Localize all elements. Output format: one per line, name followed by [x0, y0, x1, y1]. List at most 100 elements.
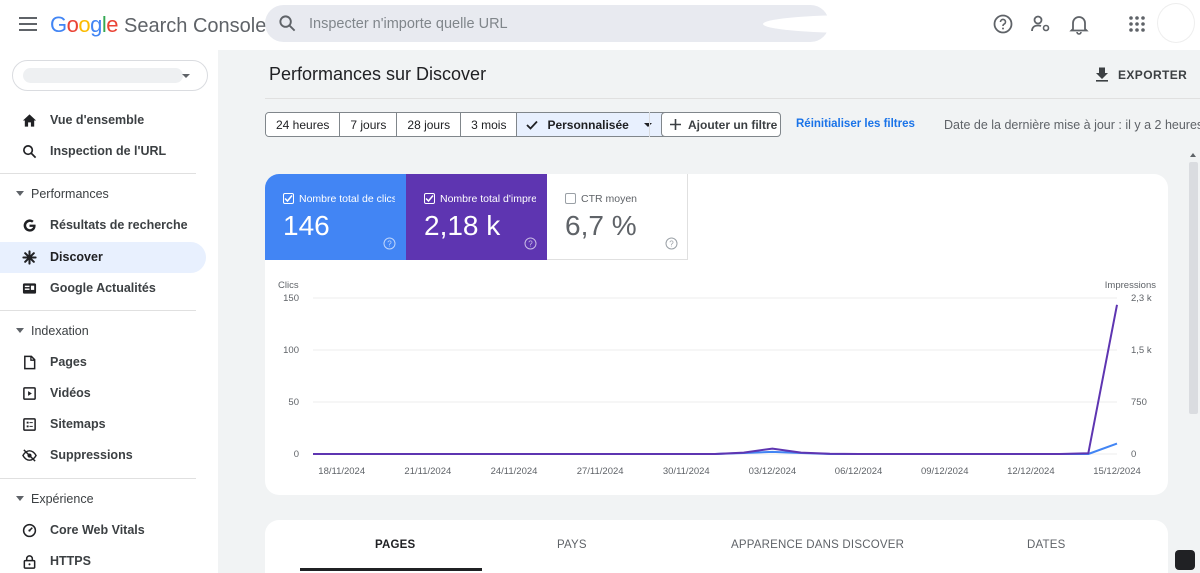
range-24h-button[interactable]: 24 heures	[266, 113, 341, 136]
metric-checkbox[interactable]	[283, 193, 294, 204]
y-tick-left: 100	[283, 345, 299, 356]
sidebar-item-removals[interactable]: Suppressions	[0, 440, 206, 471]
metric-checkbox[interactable]	[565, 193, 576, 204]
divider	[649, 112, 650, 137]
extension-badge-icon[interactable]	[1175, 550, 1195, 570]
redacted-property	[23, 68, 183, 83]
x-tick-label: 18/11/2024	[318, 466, 365, 477]
url-inspection-search[interactable]	[265, 5, 955, 42]
metric-label: CTR moyen	[581, 193, 638, 205]
reset-filters-link[interactable]: Réinitialiser les filtres	[796, 118, 915, 130]
google-wordmark: Google	[50, 12, 119, 37]
sidebar-item-overview[interactable]: Vue d'ensemble	[0, 105, 206, 136]
add-filter-button[interactable]: Ajouter un filtre	[661, 112, 781, 137]
range-custom-button[interactable]: Personnalisée	[517, 113, 667, 136]
property-selector[interactable]	[12, 60, 208, 91]
help-icon[interactable]: ?	[665, 237, 678, 250]
x-tick-label: 30/11/2024	[663, 466, 710, 477]
sidebar-item-label: Core Web Vitals	[50, 523, 145, 537]
active-tab-indicator	[300, 568, 482, 571]
asterisk-icon	[22, 250, 37, 265]
divider	[0, 173, 196, 174]
lock-icon	[23, 555, 36, 569]
sidebar-item-label: Inspection de l'URL	[50, 144, 167, 158]
help-icon[interactable]	[992, 13, 1014, 35]
sidebar-item-https[interactable]: HTTPS	[0, 546, 206, 573]
sidebar-item-label: Pages	[50, 355, 87, 369]
export-button[interactable]: EXPORTER	[1094, 64, 1188, 86]
header-divider	[265, 98, 1200, 99]
metric-value: 146	[283, 210, 330, 241]
metric-value: 6,7 %	[565, 210, 637, 241]
collapse-triangle-icon	[16, 191, 24, 196]
tab-dates[interactable]: DATES	[1027, 539, 1066, 551]
section-title: Indexation	[31, 324, 89, 338]
google-g-icon	[23, 219, 36, 232]
chevron-down-icon	[182, 74, 190, 78]
sidebar-item-discover[interactable]: Discover	[0, 242, 206, 273]
account-avatar[interactable]	[1158, 4, 1194, 42]
scrollbar-thumb[interactable]	[1189, 162, 1198, 414]
search-input[interactable]	[309, 13, 509, 34]
sidebar-item-core-web-vitals[interactable]: Core Web Vitals	[0, 515, 206, 546]
top-app-bar: Google Search Console	[0, 0, 1200, 50]
app-logo[interactable]: Google Search Console	[50, 12, 266, 38]
sidebar-item-label: Sitemaps	[50, 417, 106, 431]
metric-card-ctr[interactable]: CTR moyen 6,7 % ?	[547, 174, 688, 260]
add-filter-label: Ajouter un filtre	[688, 118, 778, 132]
notifications-icon[interactable]	[1068, 13, 1090, 35]
sidebar-item-label: Vidéos	[50, 386, 91, 400]
search-icon	[279, 15, 296, 32]
tab-countries[interactable]: PAYS	[557, 539, 587, 551]
section-indexation[interactable]: Indexation	[0, 316, 206, 346]
sidebar-item-label: Google Actualités	[50, 281, 156, 295]
range-7d-button[interactable]: 7 jours	[340, 113, 398, 136]
y-tick-right: 750	[1131, 397, 1147, 408]
metric-value: 2,18 k	[424, 210, 501, 241]
sidebar-item-label: Discover	[50, 250, 103, 264]
scroll-up-arrow-icon[interactable]	[1190, 153, 1196, 157]
news-icon	[22, 283, 37, 294]
page-title: Performances sur Discover	[269, 64, 487, 84]
metric-card-clicks[interactable]: Nombre total de clics 146 ?	[265, 174, 406, 260]
metric-checkbox[interactable]	[424, 193, 435, 204]
sidebar-item-videos[interactable]: Vidéos	[0, 378, 206, 409]
collapse-triangle-icon	[16, 496, 24, 501]
tab-discover-appearance[interactable]: APPARENCE DANS DISCOVER	[731, 539, 905, 551]
help-icon[interactable]: ?	[383, 237, 396, 250]
sidebar-item-label: Résultats de recherche	[50, 218, 188, 232]
range-3m-button[interactable]: 3 mois	[461, 113, 518, 136]
sidebar-item-url-inspection[interactable]: Inspection de l'URL	[0, 136, 206, 167]
sidebar-item-label: HTTPS	[50, 554, 91, 568]
export-label: EXPORTER	[1118, 68, 1188, 82]
video-icon	[23, 387, 36, 400]
y-axis-left-title: Clics	[278, 280, 299, 291]
apps-grid-icon[interactable]	[1126, 13, 1148, 35]
sidebar-item-google-news[interactable]: Google Actualités	[0, 273, 206, 304]
sidebar-item-label: Suppressions	[50, 448, 133, 462]
sidebar: Vue d'ensemble Inspection de l'URL Perfo…	[0, 50, 218, 573]
x-tick-label: 06/12/2024	[835, 466, 883, 477]
y-tick-left: 50	[288, 397, 299, 408]
sidebar-item-label: Vue d'ensemble	[50, 113, 145, 127]
search-icon	[23, 145, 37, 159]
section-experience[interactable]: Expérience	[0, 484, 206, 514]
help-icon[interactable]: ?	[524, 237, 537, 250]
section-performances[interactable]: Performances	[0, 179, 206, 209]
sitemap-icon	[23, 418, 36, 431]
section-title: Expérience	[31, 492, 94, 506]
sidebar-item-sitemaps[interactable]: Sitemaps	[0, 409, 206, 440]
menu-icon[interactable]	[18, 14, 38, 34]
range-28d-button[interactable]: 28 jours	[397, 113, 462, 136]
metric-label: Nombre total d'impressions	[440, 193, 536, 205]
range-label: 3 mois	[471, 117, 507, 132]
tab-pages[interactable]: PAGES	[375, 539, 416, 551]
metric-card-impressions[interactable]: Nombre total d'impressions 2,18 k ?	[406, 174, 547, 260]
sidebar-item-search-results[interactable]: Résultats de recherche	[0, 210, 206, 241]
x-tick-label: 15/12/2024	[1093, 466, 1141, 477]
y-tick-right: 0	[1131, 449, 1136, 460]
manage-users-icon[interactable]	[1030, 13, 1052, 35]
sidebar-item-pages[interactable]: Pages	[0, 347, 206, 378]
details-tabs: PAGES PAYS APPARENCE DANS DISCOVER DATES	[265, 520, 1168, 573]
check-icon	[526, 120, 539, 130]
